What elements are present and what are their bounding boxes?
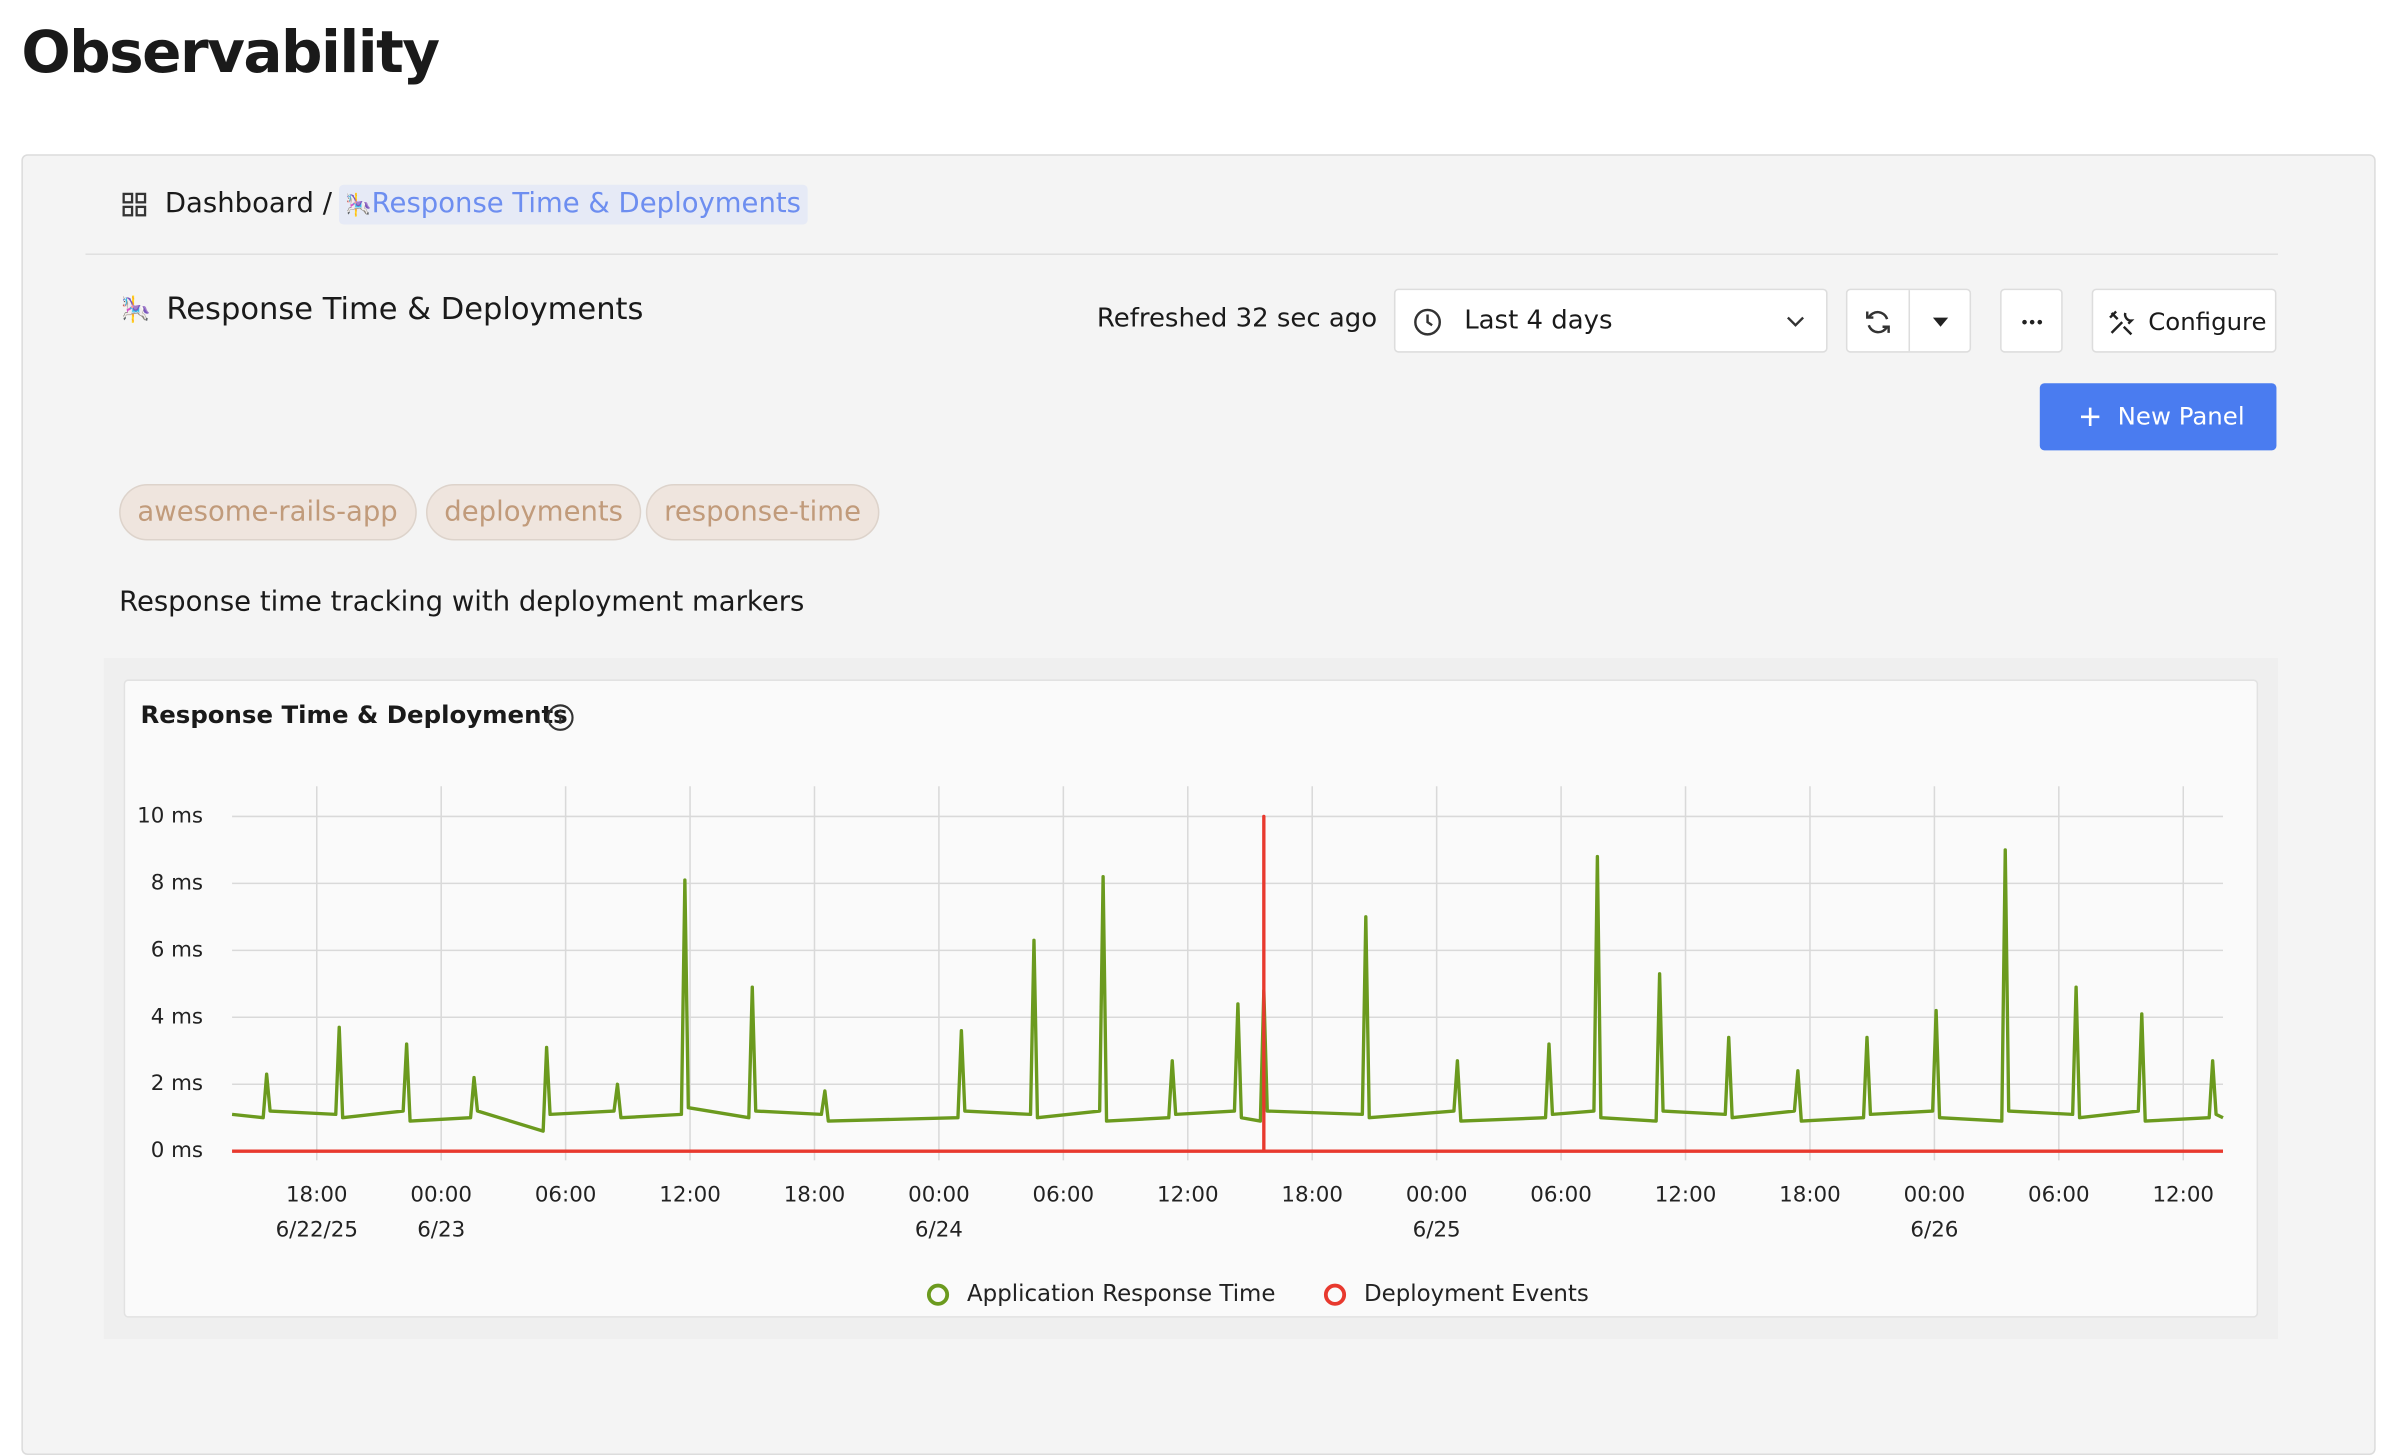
chart-title: Response Time & Deployments [140,700,567,729]
configure-icon [2107,308,2136,337]
x-tick-label: 06:00 [535,1183,597,1208]
x-tick-label-line: 12:00 [2152,1183,2214,1208]
x-tick-label-line: 00:00 [1406,1183,1468,1208]
series-line [232,816,2223,1151]
x-tick-label: 12:00 [1157,1183,1219,1208]
legend-label: Deployment Events [1364,1281,1589,1307]
breadcrumb-root[interactable]: Dashboard / [165,186,332,223]
dashboard-icon [122,192,146,216]
y-tick-label: 8 ms [151,870,203,895]
x-tick-label-line: 6/26 [1910,1218,1958,1243]
x-tick-label: 00:00 6/25 [1406,1183,1468,1243]
refresh-interval-button[interactable] [1930,311,1951,332]
y-tick-label: 4 ms [151,1004,203,1029]
x-tick-label-line: 6/22/25 [276,1218,358,1243]
x-tick-label: 00:00 6/23 [410,1183,472,1243]
x-tick-label-line: 12:00 [1655,1183,1717,1208]
x-tick-label: 06:00 [1033,1183,1095,1208]
dashboard-description: Response time tracking with deployment m… [119,586,804,618]
x-tick-label-line: 00:00 [908,1183,970,1208]
series-line [232,850,2223,1131]
tag[interactable]: response-time [646,484,879,540]
x-tick-label-line: 6/25 [1413,1218,1461,1243]
breadcrumb-icon: 🎠 [345,194,372,218]
time-range-label: Last 4 days [1464,305,1612,336]
y-tick-label: 10 ms [137,803,203,828]
x-tick-label: 18:00 6/22/25 [276,1183,358,1243]
x-tick-label: 06:00 [1530,1183,1592,1208]
x-tick-label: 12:00 [659,1183,721,1208]
more-button[interactable] [2000,289,2063,353]
x-tick-label-line: 6/24 [915,1218,963,1243]
x-tick-label: 12:00 [2152,1183,2214,1208]
x-tick-label: 00:00 6/26 [1904,1183,1966,1243]
x-tick-label: 06:00 [2028,1183,2090,1208]
dashboard-title: Response Time & Deployments [166,290,643,327]
dashboard-icon: 🎠 [121,295,151,324]
legend-label: Application Response Time [967,1281,1275,1307]
page-title: Observability [21,18,438,85]
x-tick-label-line: 06:00 [1033,1183,1095,1208]
divider [86,253,2278,255]
chart: Response Time & Deployments 0 ms 2 ms 4 ms… [124,679,2257,1316]
x-tick-label-line: 18:00 [1281,1183,1343,1208]
new-panel-label: New Panel [2118,402,2245,431]
legend-marker [929,1286,947,1304]
configure-button[interactable]: Configure [2092,289,2277,353]
refresh-group [1846,289,1971,353]
clock-icon [1412,307,1443,338]
x-tick-label-line: 00:00 [410,1183,472,1208]
x-tick-label-line: 18:00 [784,1183,846,1208]
x-tick-label-line: 06:00 [2028,1183,2090,1208]
new-panel-button[interactable]: New Panel [2040,383,2277,450]
configure-label: Configure [2148,307,2266,336]
x-tick-label-line: 12:00 [659,1183,721,1208]
legend-marker [1326,1286,1344,1304]
tag[interactable]: deployments [426,484,641,540]
breadcrumb-current: 🎠Response Time & Deployments [339,185,807,225]
refresh-button[interactable] [1863,307,1894,338]
x-tick-label-line: 06:00 [535,1183,597,1208]
x-tick-label-line: 06:00 [1530,1183,1592,1208]
x-tick-label-line: 18:00 [286,1183,348,1208]
breadcrumb-current-text: Response Time & Deployments [372,188,801,220]
x-tick-label-line: 18:00 [1779,1183,1841,1208]
x-tick-label-line: 12:00 [1157,1183,1219,1208]
x-tick-label: 00:00 6/24 [908,1183,970,1243]
tag[interactable]: awesome-rails-app [119,484,416,540]
refreshed-status: Refreshed 32 sec ago [1097,304,1377,335]
x-tick-label-line: 00:00 [1904,1183,1966,1208]
chevron-icon [1785,311,1806,332]
separator [1908,290,1910,351]
x-tick-label: 18:00 [1281,1183,1343,1208]
x-tick-label: 12:00 [1655,1183,1717,1208]
y-tick-label: 0 ms [151,1138,203,1163]
x-tick-label: 18:00 [784,1183,846,1208]
y-tick-label: 2 ms [151,1071,203,1096]
y-tick-label: 6 ms [151,937,203,962]
time-range-select[interactable]: Last 4 days [1394,289,1828,353]
legend: Application Response Time Deployment Even… [929,1281,1589,1307]
dots-icon [2018,318,2045,327]
x-tick-label-line: 6/23 [417,1218,465,1243]
x-tick-label: 18:00 [1779,1183,1841,1208]
plus-icon [2079,406,2100,427]
